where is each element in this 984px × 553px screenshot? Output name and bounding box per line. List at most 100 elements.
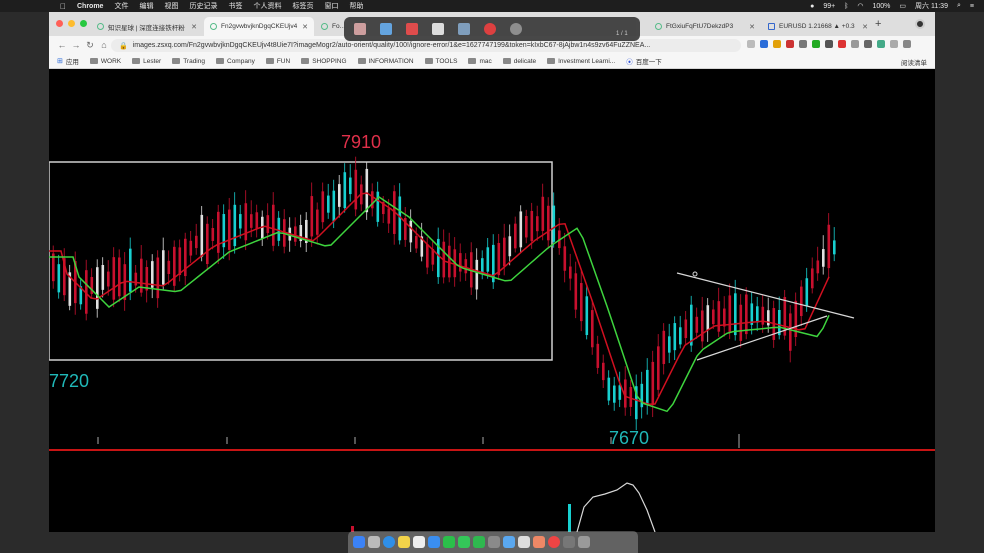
menu-item-history[interactable]: 历史记录 bbox=[183, 3, 217, 10]
menu-item-file[interactable]: 文件 bbox=[108, 3, 128, 10]
bookmark-folder-shopping[interactable]: SHOPPING bbox=[301, 58, 347, 65]
candle-body bbox=[409, 220, 413, 243]
bookmark-folder-delicate[interactable]: delicate bbox=[502, 58, 536, 65]
finder-icon[interactable] bbox=[353, 536, 365, 548]
tab-image-3[interactable]: FtGxiuFqFtU7DekzdP3 ✕ bbox=[649, 17, 761, 36]
bookmark-folder-lester[interactable]: Lester bbox=[132, 58, 161, 65]
preview-icon[interactable] bbox=[518, 536, 530, 548]
menu-item-bookmarks[interactable]: 书签 bbox=[222, 3, 242, 10]
extension-icon[interactable] bbox=[877, 40, 885, 48]
bookmark-folder-fun[interactable]: FUN bbox=[265, 58, 290, 65]
extension-icon[interactable] bbox=[760, 40, 768, 48]
folder-icon bbox=[468, 58, 477, 64]
tab-eurusd[interactable]: EURUSD 1.21668 ▲ +0.3 ✕ bbox=[762, 17, 874, 36]
menu-item-view[interactable]: 视图 bbox=[158, 3, 178, 10]
extension-icon[interactable] bbox=[786, 40, 794, 48]
tab-active-image[interactable]: Fn2gvwbvjknDgqCKEUjv4 ✕ bbox=[204, 17, 314, 36]
messages-icon[interactable] bbox=[458, 536, 470, 548]
forward-button[interactable]: → bbox=[71, 40, 81, 50]
extension-icon[interactable] bbox=[851, 40, 859, 48]
reload-button[interactable]: ↻ bbox=[86, 39, 94, 50]
bookmark-folder-investment[interactable]: Investment Learni... bbox=[547, 58, 615, 65]
trash-icon[interactable] bbox=[578, 536, 590, 548]
maximize-window-button[interactable] bbox=[80, 20, 87, 27]
candle-body bbox=[778, 309, 781, 336]
tab-title: 知识星球 | 深度连接铁杆粉 bbox=[108, 24, 185, 32]
candle-body bbox=[151, 261, 154, 288]
photos-icon[interactable] bbox=[533, 536, 545, 548]
chrome-icon[interactable] bbox=[548, 536, 560, 548]
close-window-button[interactable] bbox=[56, 20, 63, 27]
candle-body bbox=[607, 377, 611, 401]
notes-icon[interactable] bbox=[398, 536, 410, 548]
back-button[interactable]: ← bbox=[57, 40, 67, 50]
bookmark-folder-mac[interactable]: mac bbox=[468, 58, 492, 65]
home-button[interactable]: ⌂ bbox=[101, 40, 107, 50]
candle-body bbox=[690, 304, 693, 346]
text-tool-icon[interactable] bbox=[380, 23, 392, 35]
battery-icon[interactable]: ▭ bbox=[899, 3, 907, 10]
profile-avatar[interactable] bbox=[915, 19, 925, 29]
rectangle-tool-icon[interactable] bbox=[432, 23, 444, 35]
screenshot-icon[interactable] bbox=[563, 536, 575, 548]
mail-icon[interactable] bbox=[503, 536, 515, 548]
lock-icon[interactable]: 🔒 bbox=[119, 42, 128, 50]
candle-body bbox=[90, 277, 94, 294]
minimize-window-button[interactable] bbox=[68, 20, 75, 27]
tab-close-icon[interactable]: ✕ bbox=[191, 23, 197, 31]
extension-icon[interactable] bbox=[838, 40, 846, 48]
spotlight-icon[interactable]: ⌕ bbox=[956, 2, 961, 9]
tab-image-2[interactable]: Fo... bbox=[315, 17, 359, 36]
control-center-icon[interactable]: ≡ bbox=[969, 2, 974, 10]
extension-icon[interactable] bbox=[890, 40, 898, 48]
line-tool-icon[interactable] bbox=[458, 23, 470, 35]
bookmark-apps[interactable]: ⊞ 应用 bbox=[57, 58, 79, 66]
menu-item-edit[interactable]: 编辑 bbox=[133, 3, 153, 10]
bookmark-folder-trading[interactable]: Trading bbox=[172, 58, 205, 65]
tab-zsxq[interactable]: 知识星球 | 深度连接铁杆粉 ✕ bbox=[91, 17, 203, 36]
safari-icon[interactable] bbox=[383, 536, 395, 548]
appstore-icon[interactable] bbox=[428, 536, 440, 548]
menu-item-help[interactable]: 帮助 bbox=[343, 3, 363, 10]
puzzle-icon[interactable] bbox=[864, 40, 872, 48]
extension-icon[interactable] bbox=[773, 40, 781, 48]
candle-body bbox=[805, 278, 809, 307]
calendar-icon[interactable] bbox=[413, 536, 425, 548]
new-tab-button[interactable]: + bbox=[875, 18, 882, 30]
bookmark-folder-work[interactable]: WORK bbox=[89, 58, 121, 65]
extension-icon[interactable] bbox=[812, 40, 820, 48]
tab-close-icon[interactable]: ✕ bbox=[749, 23, 755, 31]
settings-icon[interactable] bbox=[488, 536, 500, 548]
wechat-icon[interactable] bbox=[443, 536, 455, 548]
extension-icon[interactable] bbox=[825, 40, 833, 48]
record-icon[interactable] bbox=[484, 23, 496, 35]
reading-list-button[interactable]: 阅读清单 bbox=[901, 60, 927, 67]
bookmark-folder-information[interactable]: INFORMATION bbox=[357, 58, 414, 65]
bookmark-baidu[interactable]: ⦿ 百度一下 bbox=[626, 56, 662, 66]
pen-tool-icon[interactable] bbox=[354, 23, 366, 35]
facetime-icon[interactable] bbox=[473, 536, 485, 548]
tab-close-icon[interactable]: ✕ bbox=[302, 23, 308, 31]
candle-body bbox=[448, 245, 451, 278]
launchpad-icon[interactable] bbox=[368, 536, 380, 548]
bluetooth-icon[interactable]: ᛒ bbox=[844, 2, 849, 10]
bookmark-folder-tools[interactable]: TOOLS bbox=[424, 58, 457, 65]
apple-menu-icon[interactable]:  bbox=[60, 2, 66, 11]
extension-icon[interactable] bbox=[799, 40, 807, 48]
shape-tool-icon[interactable] bbox=[406, 23, 418, 35]
menu-item-window[interactable]: 窗口 bbox=[318, 3, 338, 10]
menu-app-name[interactable]: Chrome bbox=[71, 2, 103, 10]
wifi-icon[interactable]: ◠ bbox=[857, 3, 864, 10]
menubar-clock[interactable]: 周六 11:39 bbox=[915, 3, 948, 10]
address-bar[interactable]: 🔒 images.zsxq.com/Fn2gvwbvjknDgqCKEUjv4t… bbox=[111, 39, 741, 52]
tab-close-icon[interactable]: ✕ bbox=[862, 23, 868, 31]
menu-item-tabs[interactable]: 标签页 bbox=[286, 3, 313, 10]
bookmark-folder-company[interactable]: Company bbox=[216, 58, 255, 65]
settings-gear-icon[interactable] bbox=[510, 23, 522, 35]
battery-percent[interactable]: 100% bbox=[872, 2, 891, 10]
wechat-status-icon[interactable]: ● bbox=[810, 2, 815, 10]
bookmark-star-icon[interactable] bbox=[747, 40, 755, 48]
more-menu-icon[interactable] bbox=[903, 40, 911, 48]
notification-count[interactable]: 99+ bbox=[823, 2, 836, 10]
menu-item-profile[interactable]: 个人资料 bbox=[247, 3, 281, 10]
